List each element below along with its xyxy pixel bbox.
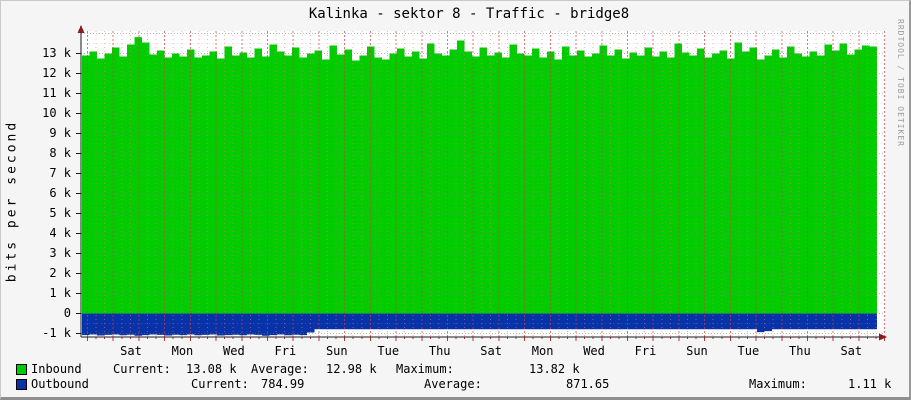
inbound-average-label: Average: — [251, 362, 309, 376]
x-tick-label: Tue — [377, 344, 400, 358]
y-tick-label: 2 k — [49, 266, 71, 280]
y-tick-label: 7 k — [49, 166, 71, 180]
y-tick-label: 11 k — [42, 86, 71, 100]
y-tick-label: 6 k — [49, 186, 71, 200]
inbound-current-value: 13.08 k — [186, 362, 237, 376]
y-tick-label: 13 k — [42, 46, 71, 60]
x-tick-label: Fri — [274, 344, 297, 358]
y-tick-label: 8 k — [49, 146, 71, 160]
graph-title: Kalinka - sektor 8 - Traffic - bridge8 — [308, 6, 630, 22]
x-tick-label: Tue — [737, 344, 760, 358]
rrdtool-watermark: RRDTOOL / TOBI OETIKER — [896, 19, 905, 147]
y-tick-label: 9 k — [49, 126, 71, 140]
x-tick-label: Wed — [583, 344, 605, 358]
outbound-current-label: Current: — [191, 377, 249, 391]
outbound-swatch — [16, 379, 27, 390]
traffic-areas — [82, 37, 877, 336]
outbound-maximum-label: Maximum: — [749, 377, 807, 391]
inbound-current-label: Current: — [113, 362, 171, 376]
outbound-average-label: Average: — [424, 377, 482, 391]
y-tick-label: 10 k — [42, 106, 71, 120]
x-tick-label: Mon — [171, 344, 194, 358]
inbound-maximum-label: Maximum: — [396, 362, 454, 376]
inbound-maximum-value: 13.82 k — [529, 362, 580, 376]
x-tick-label: Sun — [325, 344, 348, 358]
x-tick-label: Thu — [789, 344, 811, 358]
x-tick-label: Sat — [120, 344, 142, 358]
y-tick-label: 3 k — [49, 246, 71, 260]
inbound-average-value: 12.98 k — [326, 362, 377, 376]
x-tick-label: Wed — [223, 344, 245, 358]
inbound-label: Inbound — [31, 362, 82, 376]
y-tick-label: 1 k — [49, 286, 71, 300]
outbound-average-value: 871.65 — [566, 377, 610, 391]
x-tick-label: Sat — [840, 344, 863, 358]
outbound-label: Outbound — [31, 377, 89, 391]
x-tick-label: Fri — [634, 344, 657, 358]
y-tick-label: 5 k — [49, 206, 71, 220]
y-tick-label: 12 k — [42, 66, 71, 80]
inbound-swatch — [16, 364, 27, 375]
outbound-current-value: 784.99 — [261, 377, 305, 391]
x-tick-label: Mon — [531, 344, 554, 358]
x-tick-label: Thu — [428, 344, 451, 358]
y-tick-label: 4 k — [49, 226, 71, 240]
grid-lines — [81, 31, 886, 341]
y-tick-label: -1 k — [42, 326, 71, 340]
x-tick-label: Sat — [480, 344, 502, 358]
outbound-maximum-value: 1.11 k — [848, 377, 892, 391]
axes — [76, 25, 887, 341]
x-tick-label: Sun — [686, 344, 708, 358]
y-tick-label: 0 — [63, 306, 71, 320]
